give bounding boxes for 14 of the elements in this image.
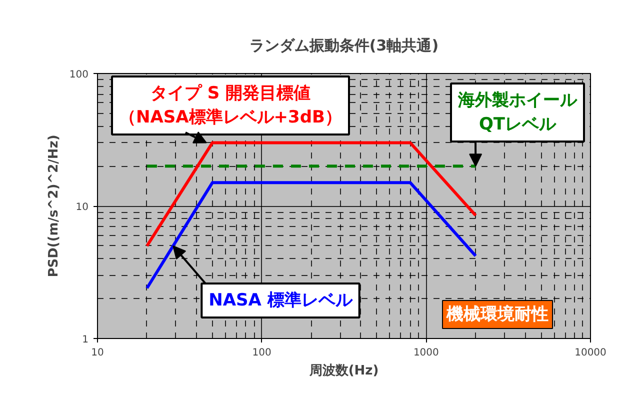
- x-tick-label: 10000: [574, 348, 606, 358]
- y-axis-title: PSD((m/s^2)^2/Hz): [46, 134, 62, 278]
- x-tick-label: 1000: [413, 348, 439, 358]
- series-label: タイプ S 開発目標値（NASA標準レベル+3dB）: [119, 84, 342, 128]
- x-tick-label: 100: [252, 348, 272, 358]
- annotation: 機械環境耐性: [446, 304, 548, 324]
- y-tick-label: 1: [82, 334, 89, 346]
- series-label: 海外製ホイールQTレベル: [457, 90, 578, 134]
- x-axis-title: 周波数(Hz): [308, 364, 379, 378]
- text: NASA 標準レベル: [208, 290, 354, 310]
- y-tick-label: 100: [69, 70, 89, 80]
- x-tick-label: 10: [91, 348, 104, 358]
- chart-title: ランダム振動条件(3軸共通): [249, 36, 439, 54]
- y-tick-label: 10: [76, 202, 89, 213]
